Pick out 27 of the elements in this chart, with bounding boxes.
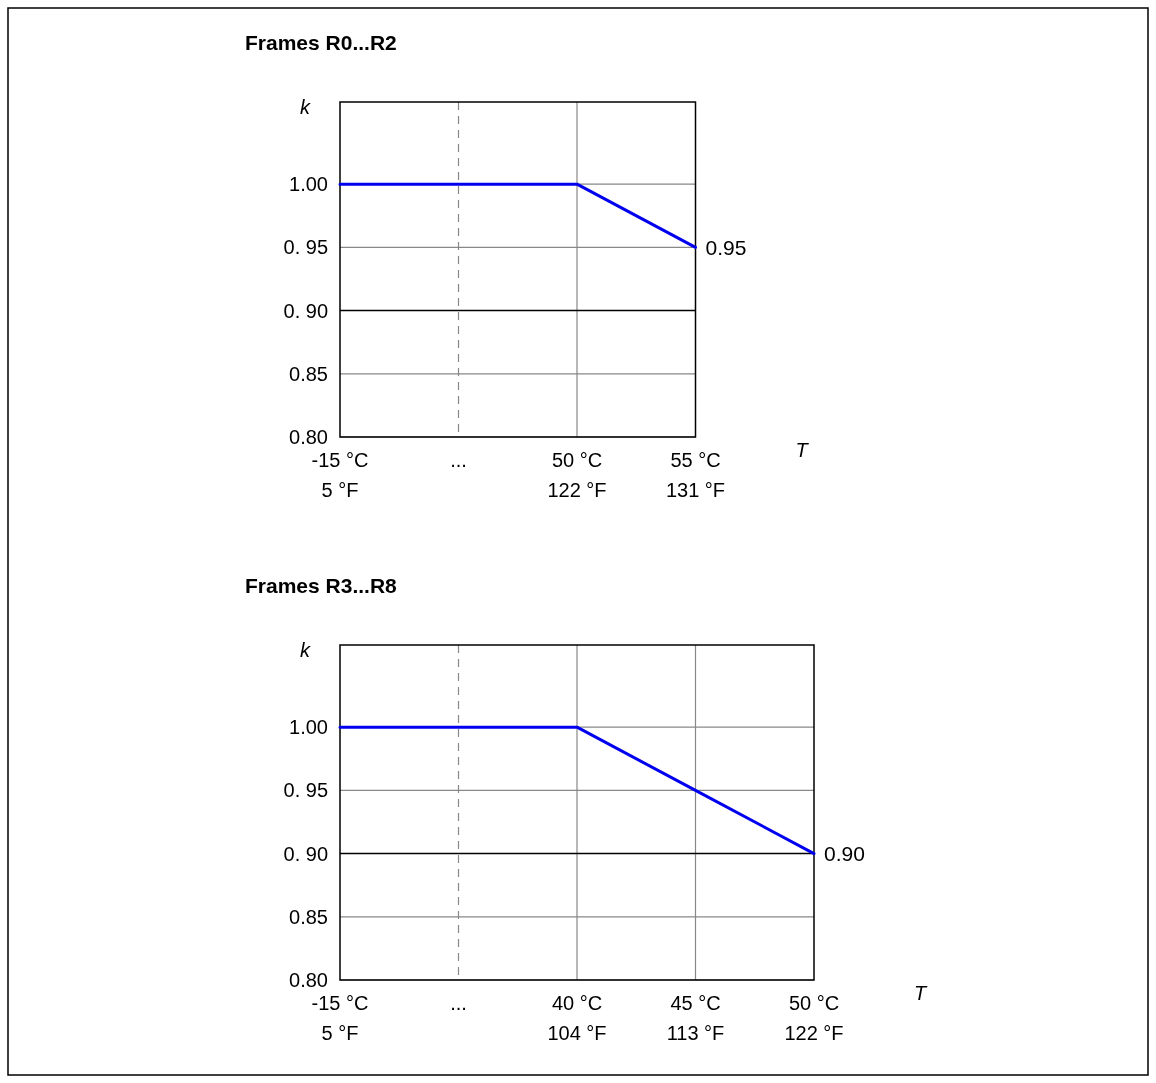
data-label: 0.90 [824, 841, 865, 865]
x-tick-label: 40 °C 104 °F [547, 992, 607, 1044]
y-tick-label: 0. 95 [283, 779, 328, 802]
chart-title: Frames R0...R2 [245, 31, 397, 54]
x-tick-label: ... [450, 992, 467, 1014]
y-tick-label: 1.00 [289, 716, 328, 739]
chart-title: Frames R3...R8 [245, 574, 398, 597]
y-tick-label: 0.80 [289, 426, 328, 448]
x-tick-label: 55 °C 131 °F [665, 449, 726, 501]
y-tick-label: 0.85 [289, 905, 328, 928]
x-axis-title: T [914, 982, 928, 1004]
x-tick-label: 50 °C 122 °F [784, 992, 844, 1044]
x-tick-label: 50 °C 122 °F [547, 449, 607, 501]
x-tick-label: -15 °C 5 °F [311, 992, 369, 1044]
y-tick-label: 1.00 [289, 173, 328, 196]
y-tick-label: 0.85 [289, 362, 328, 385]
x-tick-label: ... [450, 449, 467, 471]
x-axis-title: T [795, 439, 810, 461]
x-tick-label: 45 °C 113 °F [666, 992, 725, 1044]
y-axis-title: k [300, 96, 311, 118]
x-tick-label: -15 °C 5 °F [311, 449, 369, 501]
y-axis-title: k [300, 639, 311, 661]
y-tick-label: 0. 90 [283, 842, 328, 865]
data-label: 0.95 [705, 235, 747, 259]
y-tick-label: 0.80 [289, 969, 328, 991]
y-tick-label: 0. 95 [283, 236, 328, 259]
y-tick-label: 0. 90 [283, 299, 328, 322]
